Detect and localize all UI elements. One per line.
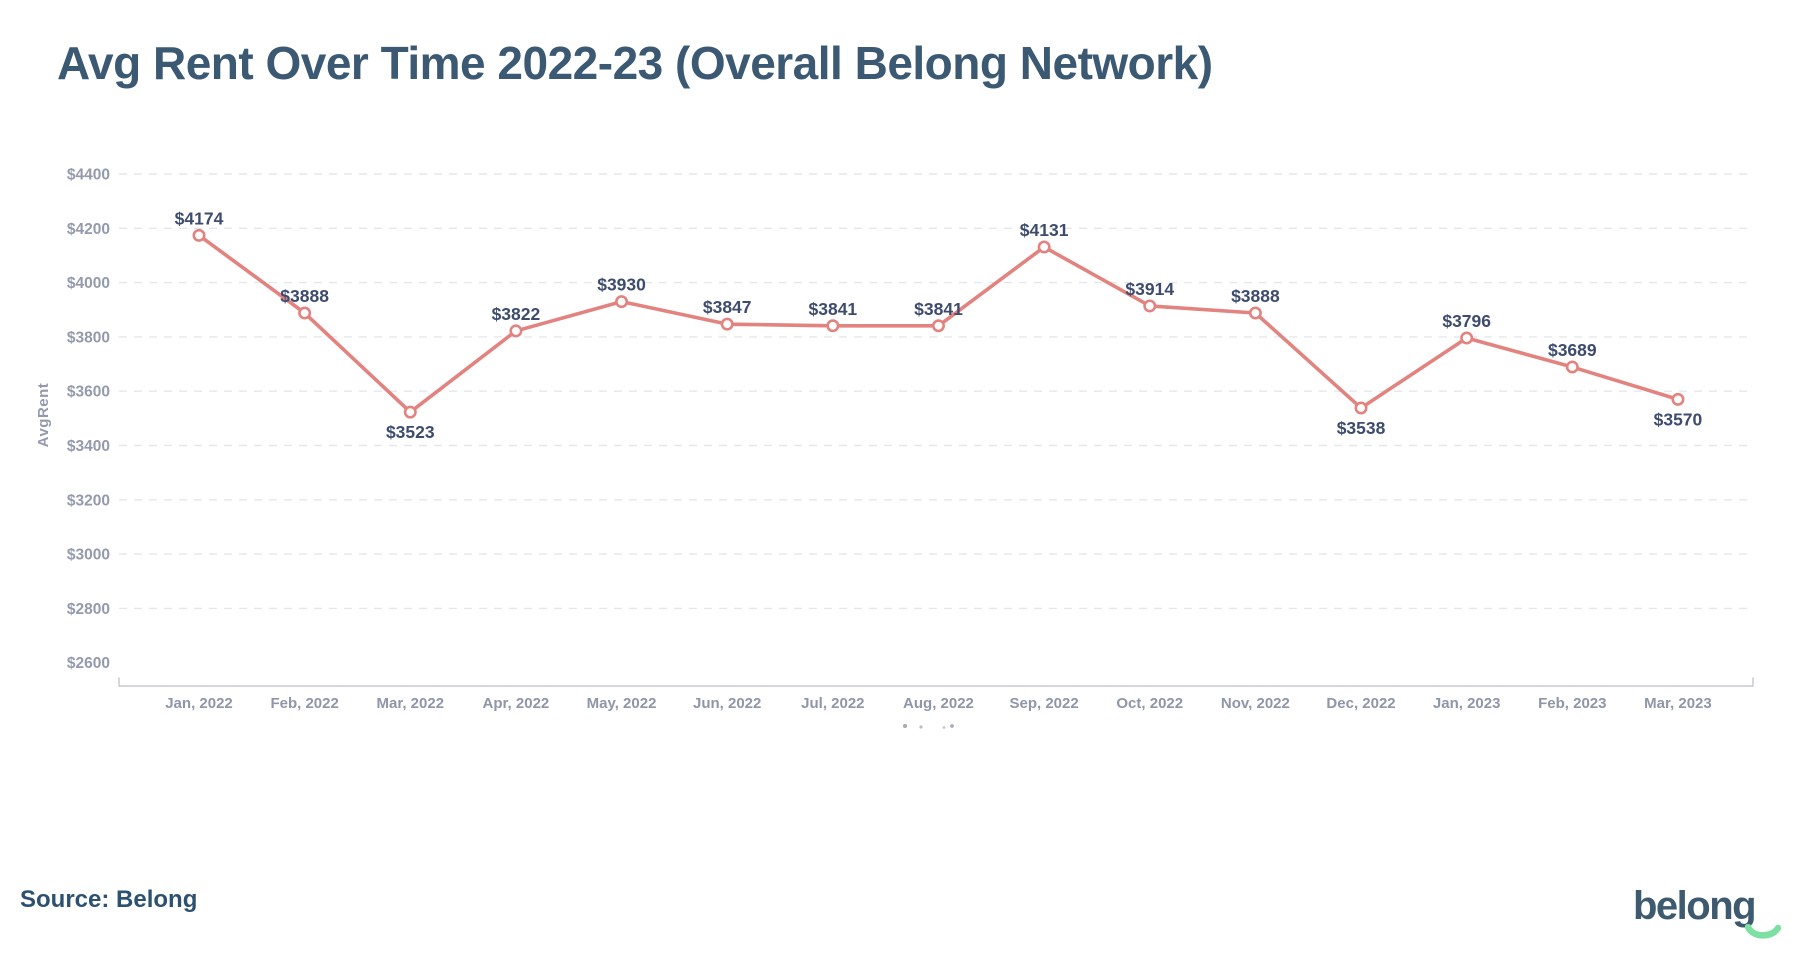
data-point-label: $3841 bbox=[809, 299, 858, 319]
source-label: Source: Belong bbox=[20, 886, 198, 913]
data-point-label: $3914 bbox=[1125, 279, 1174, 299]
rent-line-chart: $4400 $4200 $4000 $3800 $3600 $3400 $3200 $3000… bbox=[35, 167, 1754, 729]
x-tick-label: Feb, 2022 bbox=[270, 695, 338, 712]
x-tick-label: Jun, 2022 bbox=[693, 695, 761, 712]
smudge-dot bbox=[950, 724, 954, 728]
belong-logo-text: belong bbox=[1633, 884, 1757, 928]
data-point-marker bbox=[826, 319, 840, 333]
data-point-label: $3523 bbox=[386, 422, 435, 442]
y-tick-label: $2800 bbox=[67, 601, 110, 618]
data-point-marker bbox=[931, 319, 945, 333]
y-tick-label: $3000 bbox=[67, 547, 110, 564]
x-tick-label: Mar, 2022 bbox=[376, 695, 444, 712]
x-axis-line bbox=[118, 677, 1754, 687]
y-tick-label: $3600 bbox=[67, 384, 110, 401]
y-tick-label: $2600 bbox=[67, 655, 110, 672]
x-tick-label: Jul, 2022 bbox=[801, 695, 864, 712]
x-tick-label: Apr, 2022 bbox=[483, 695, 550, 712]
data-point-label: $3538 bbox=[1337, 418, 1386, 438]
data-point-marker bbox=[1671, 392, 1685, 406]
x-tick-label: Aug, 2022 bbox=[903, 695, 974, 712]
data-point-label: $3930 bbox=[597, 275, 646, 295]
data-point-marker bbox=[192, 228, 206, 242]
x-tick-label: Feb, 2023 bbox=[1538, 695, 1606, 712]
data-point-label: $3822 bbox=[492, 304, 541, 324]
data-point-label: $3570 bbox=[1654, 409, 1703, 429]
y-tick-label: $4400 bbox=[67, 167, 110, 184]
data-point-marker bbox=[298, 306, 312, 320]
data-point-marker bbox=[615, 295, 629, 309]
belong-logo-smile-icon bbox=[1745, 924, 1781, 939]
x-tick-label: Jan, 2023 bbox=[1433, 695, 1501, 712]
chart-canvas: $4400 $4200 $4000 $3800 $3600 $3400 $3200 $3000… bbox=[35, 167, 1754, 729]
y-axis-title: AvgRent bbox=[35, 383, 52, 448]
data-point-marker bbox=[509, 324, 523, 338]
x-tick-label: Nov, 2022 bbox=[1221, 695, 1290, 712]
x-tick-label: Mar, 2023 bbox=[1644, 695, 1712, 712]
smudge-dot bbox=[903, 724, 907, 728]
x-tick-label: Sep, 2022 bbox=[1010, 695, 1079, 712]
data-point-marker bbox=[1143, 299, 1157, 313]
data-point-label: $4131 bbox=[1020, 220, 1069, 240]
data-point-label: $3888 bbox=[1231, 286, 1280, 306]
page-title: Avg Rent Over Time 2022-23 (Overall Belo… bbox=[57, 37, 1213, 89]
data-point-label: $3888 bbox=[280, 286, 329, 306]
data-point-label: $3847 bbox=[703, 297, 752, 317]
x-tick-label: May, 2022 bbox=[587, 695, 657, 712]
data-point-marker bbox=[1037, 240, 1051, 254]
x-tick-label: Dec, 2022 bbox=[1326, 695, 1395, 712]
data-point-marker bbox=[1460, 331, 1474, 345]
data-point-label: $3841 bbox=[914, 299, 963, 319]
data-point-label: $3796 bbox=[1442, 311, 1491, 331]
data-point-marker bbox=[1565, 360, 1579, 374]
data-point-marker bbox=[720, 317, 734, 331]
data-point-marker bbox=[1354, 401, 1368, 415]
data-point-marker bbox=[1248, 306, 1262, 320]
y-tick-label: $4000 bbox=[67, 275, 110, 292]
smudge-dot bbox=[942, 726, 946, 729]
belong-logo: belong bbox=[1633, 884, 1783, 944]
y-tick-label: $3400 bbox=[67, 438, 110, 455]
y-tick-label: $3200 bbox=[67, 492, 110, 509]
x-tick-label: Jan, 2022 bbox=[165, 695, 233, 712]
y-tick-label: $3800 bbox=[67, 329, 110, 346]
smudge-dot bbox=[919, 725, 923, 729]
data-point-label: $4174 bbox=[175, 208, 224, 228]
y-tick-label: $4200 bbox=[67, 221, 110, 238]
data-point-label: $3689 bbox=[1548, 340, 1597, 360]
x-tick-label: Oct, 2022 bbox=[1116, 695, 1183, 712]
data-point-marker bbox=[403, 405, 417, 419]
